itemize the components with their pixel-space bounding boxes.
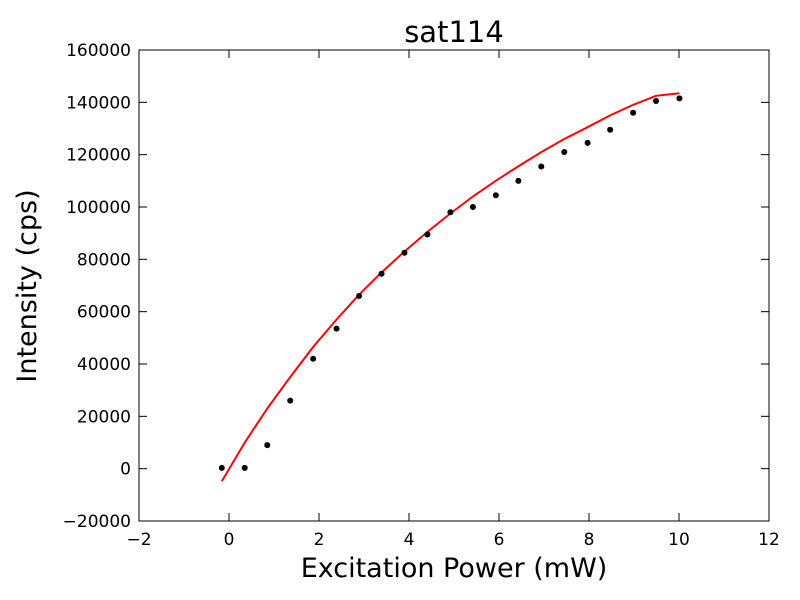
y-tick-label: −20000 (63, 512, 131, 532)
y-tick-label: 120000 (66, 146, 131, 166)
data-point (630, 109, 637, 116)
x-tick-label: 0 (224, 530, 235, 550)
data-point (607, 126, 614, 133)
data-point (264, 442, 271, 449)
data-point (333, 325, 340, 332)
y-tick-label: 160000 (66, 41, 131, 61)
y-tick-label: 80000 (77, 250, 131, 270)
data-point (218, 464, 225, 471)
y-tick-label: 60000 (77, 303, 131, 323)
x-tick-label: 2 (314, 530, 325, 550)
data-point (356, 292, 363, 299)
y-tick-label: 100000 (66, 198, 131, 218)
x-axis-title: Excitation Power (mW) (301, 553, 608, 584)
data-point (401, 249, 408, 256)
data-points-group (218, 95, 683, 471)
y-tick-label: 140000 (66, 93, 131, 113)
x-axis-ticks: −2 0 2 4 6 8 10 12 (126, 50, 780, 550)
axes-frame (138, 49, 770, 522)
data-point (378, 270, 385, 277)
y-tick-label: 40000 (77, 355, 131, 375)
data-point (469, 204, 476, 210)
data-point (584, 139, 591, 146)
data-point (447, 209, 454, 216)
data-point (515, 177, 522, 184)
data-point (424, 231, 431, 238)
x-tick-label: 8 (584, 530, 595, 550)
x-tick-label: 6 (494, 530, 505, 550)
data-point (653, 98, 660, 105)
chart-title: sat114 (404, 15, 504, 49)
y-axis-title: Intensity (cps) (12, 189, 43, 382)
data-point (241, 464, 248, 471)
data-point (310, 355, 317, 362)
y-axis-ticks: −20000 0 20000 40000 60000 80000 100000 120000 1… (63, 41, 769, 532)
data-point (676, 95, 683, 102)
x-tick-label: 12 (758, 530, 780, 550)
x-tick-label: 10 (668, 530, 690, 550)
data-point (492, 192, 499, 199)
x-tick-label: 4 (404, 530, 415, 550)
data-point (538, 163, 545, 170)
y-tick-label: 0 (120, 460, 131, 480)
plot-area (218, 92, 683, 482)
x-tick-label: −2 (126, 530, 151, 550)
y-tick-label: 20000 (77, 407, 131, 427)
data-point (561, 149, 568, 156)
data-point (287, 397, 294, 404)
